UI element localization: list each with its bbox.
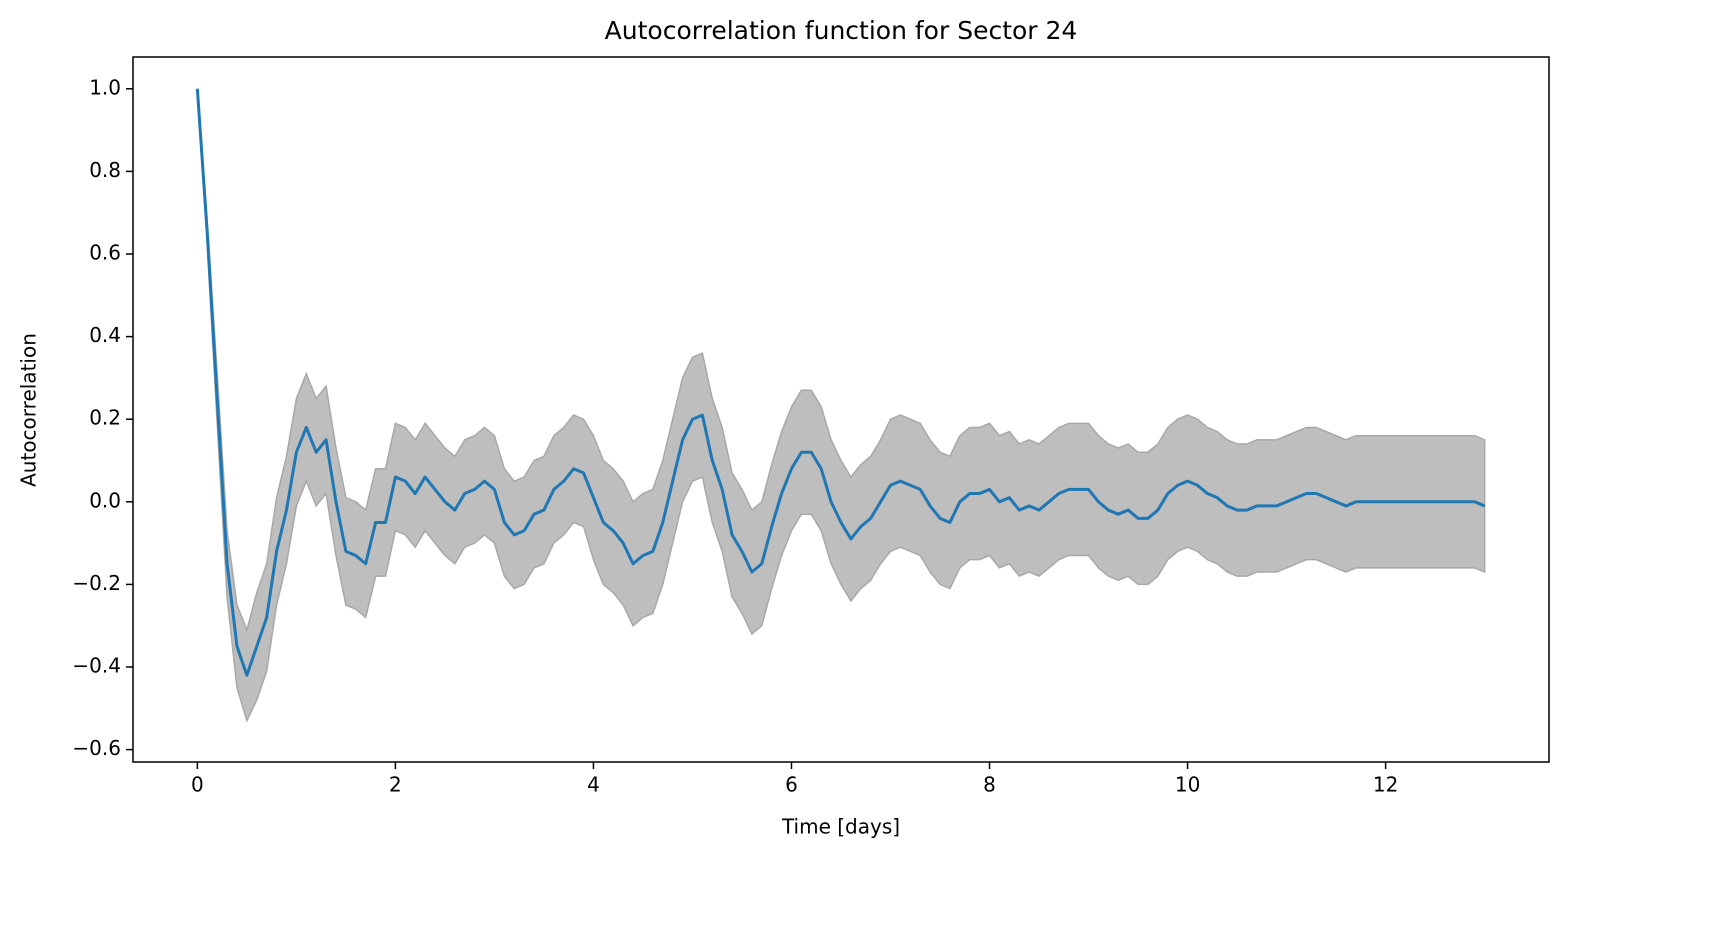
y-tick-label: −0.6 (72, 736, 121, 760)
y-tick-label: 0.0 (89, 488, 121, 512)
x-axis-label: Time [days] (781, 815, 900, 839)
plot-frame (132, 56, 1550, 763)
y-tick-label: 0.8 (89, 158, 121, 182)
x-tick-label: 10 (1175, 773, 1200, 797)
y-tick-label: 0.4 (89, 323, 121, 347)
acf-line (195, 88, 1486, 677)
x-tick-label: 4 (587, 773, 600, 797)
x-tick-label: 12 (1373, 773, 1398, 797)
y-tick-label: 1.0 (89, 75, 121, 99)
confidence-band (196, 88, 1486, 723)
x-tick-label: 0 (191, 773, 204, 797)
y-tick-label: 0.2 (89, 406, 121, 430)
x-tick-label: 6 (785, 773, 798, 797)
y-tick-label: 0.6 (89, 241, 121, 265)
x-tick-label: 2 (389, 773, 402, 797)
chart-title: Autocorrelation function for Sector 24 (605, 16, 1078, 45)
y-tick-label: −0.4 (72, 654, 121, 678)
x-tick-label: 8 (983, 773, 996, 797)
y-tick-label: −0.2 (72, 571, 121, 595)
y-axis-label: Autocorrelation (17, 333, 41, 487)
